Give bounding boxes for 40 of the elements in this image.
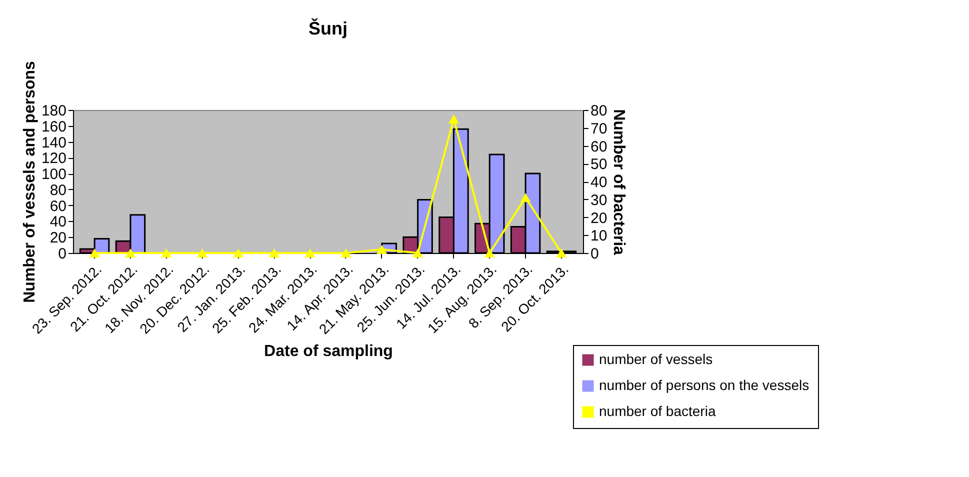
point	[448, 114, 459, 124]
point	[268, 248, 280, 258]
y2-tick-label: 0	[590, 246, 599, 262]
y2-tick-label: 70	[590, 120, 608, 138]
y-tick-label: 160	[41, 118, 66, 136]
y2-tick-label: 80	[590, 102, 608, 120]
chart-title: Šunj	[308, 18, 348, 39]
y2-tick-label: 50	[590, 156, 608, 174]
point	[412, 248, 424, 258]
y-tick-label: 0	[58, 246, 66, 262]
y2-tick-label: 60	[590, 138, 608, 156]
y-tick-label: 100	[41, 166, 66, 184]
legend-label: number of persons on the vessels	[599, 377, 810, 393]
y-tick-label: 140	[41, 134, 66, 152]
point	[89, 248, 100, 258]
point	[520, 193, 531, 202]
point	[232, 248, 244, 258]
point	[556, 248, 567, 258]
y-tick-label: 60	[50, 198, 66, 215]
point	[197, 248, 208, 258]
x-axis-title: Date of sampling	[264, 343, 393, 360]
y-tick-label: 40	[50, 214, 66, 231]
point	[304, 248, 316, 258]
point	[161, 248, 172, 258]
point	[340, 248, 352, 258]
y2-tick-label: 20	[590, 210, 608, 227]
y-tick-label: 80	[50, 182, 66, 199]
y2-tick-label: 40	[590, 174, 608, 191]
legend-label: number of vessels	[599, 351, 713, 367]
y-axis-title: Number of vessels and persons	[21, 60, 38, 303]
point	[376, 244, 388, 254]
y-tick-label: 180	[41, 102, 66, 120]
y2-axis-title: Number of bacteria	[610, 109, 628, 256]
point	[484, 248, 495, 258]
point	[125, 248, 136, 258]
y2-tick-label: 30	[590, 192, 608, 209]
y-tick-label: 120	[41, 150, 66, 168]
y2-tick-label: 10	[590, 228, 608, 245]
y-tick-label: 20	[50, 230, 66, 247]
legend-label: number of bacteria	[599, 403, 716, 419]
